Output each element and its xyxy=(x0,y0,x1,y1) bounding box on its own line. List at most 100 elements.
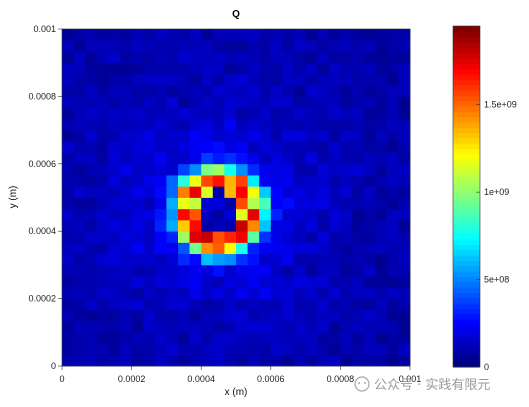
heatmap-cell xyxy=(270,163,283,176)
heatmap-cell xyxy=(224,163,237,176)
chart-title: Q xyxy=(232,9,240,20)
heatmap-cell xyxy=(386,219,399,232)
colorbar-swatch xyxy=(453,137,480,144)
heatmap-cell xyxy=(282,51,295,64)
heatmap-cell xyxy=(62,354,74,367)
heatmap-cell xyxy=(62,73,74,86)
heatmap-cell xyxy=(120,141,132,153)
heatmap-cell xyxy=(317,321,330,333)
heatmap-cell xyxy=(154,163,167,176)
heatmap-cell xyxy=(294,40,306,52)
heatmap-cell xyxy=(398,40,411,52)
heatmap-cell xyxy=(375,73,388,86)
heatmap-cell xyxy=(375,96,388,109)
heatmap-cell xyxy=(96,175,109,187)
heatmap-cell xyxy=(178,298,190,311)
heatmap-cell xyxy=(352,231,364,243)
heatmap-cell xyxy=(340,29,353,41)
colorbar-swatch xyxy=(453,239,480,245)
heatmap-cell xyxy=(143,40,156,52)
heatmap-cell xyxy=(201,62,214,75)
heatmap-cell xyxy=(328,130,341,142)
heatmap-cell xyxy=(96,40,109,52)
heatmap-cell xyxy=(317,107,330,120)
heatmap-cell xyxy=(340,253,353,266)
heatmap-cell xyxy=(201,152,214,165)
heatmap-cell xyxy=(212,197,225,210)
heatmap-cell xyxy=(270,298,283,311)
heatmap-cell xyxy=(294,130,306,142)
heatmap-cell xyxy=(166,186,179,198)
heatmap-cell xyxy=(166,219,179,232)
heatmap-cell xyxy=(328,51,341,64)
heatmap-cell xyxy=(108,163,121,176)
heatmap-cell xyxy=(212,343,225,356)
heatmap-cell xyxy=(340,163,353,176)
heatmap-cell xyxy=(363,62,376,75)
heatmap-cell xyxy=(224,85,237,97)
colorbar-swatch xyxy=(453,57,480,64)
heatmap-cell xyxy=(85,264,98,277)
heatmap-cell xyxy=(120,51,132,64)
heatmap-cell xyxy=(131,231,144,243)
heatmap-cell xyxy=(201,118,214,131)
heatmap-cell xyxy=(96,152,109,165)
heatmap-cell xyxy=(189,264,202,277)
heatmap-cell xyxy=(108,343,121,356)
heatmap-cell xyxy=(96,253,109,266)
heatmap-cell xyxy=(363,219,376,232)
colorbar-swatch xyxy=(453,100,480,107)
heatmap-cell xyxy=(340,130,353,142)
heatmap-cell xyxy=(212,152,225,165)
heatmap-cell xyxy=(398,276,411,288)
heatmap-cell xyxy=(363,29,376,41)
heatmap-cell xyxy=(108,85,121,97)
heatmap-cell xyxy=(247,231,260,243)
heatmap-cell xyxy=(282,96,295,109)
heatmap-cell xyxy=(120,40,132,52)
heatmap-cell xyxy=(282,141,295,153)
heatmap-cell xyxy=(62,242,74,255)
heatmap-cell xyxy=(386,332,399,344)
heatmap-cell xyxy=(270,287,283,299)
heatmap-cell xyxy=(212,276,225,288)
heatmap-cell xyxy=(352,163,364,176)
heatmap-cell xyxy=(154,141,167,153)
heatmap-cell xyxy=(352,130,364,142)
heatmap-cell xyxy=(224,175,237,187)
heatmap-cell xyxy=(305,141,318,153)
heatmap-cell xyxy=(398,208,411,221)
heatmap-cell xyxy=(398,152,411,165)
heatmap-cell xyxy=(294,197,306,210)
heatmap-cell xyxy=(270,186,283,198)
colorbar-swatch xyxy=(453,111,480,118)
heatmap-cell xyxy=(143,231,156,243)
heatmap-cell xyxy=(247,242,260,255)
heatmap-cell xyxy=(259,276,272,288)
heatmap-cell xyxy=(375,29,388,41)
heatmap-cell xyxy=(166,175,179,187)
heatmap-cell xyxy=(247,85,260,97)
heatmap-cell xyxy=(143,130,156,142)
heatmap-cell xyxy=(247,276,260,288)
heatmap-cell xyxy=(166,264,179,277)
colorbar-swatch xyxy=(453,249,480,256)
heatmap-cell xyxy=(386,298,399,311)
heatmap-cell xyxy=(96,118,109,131)
heatmap-cell xyxy=(259,141,272,153)
heatmap-cell xyxy=(294,264,306,277)
heatmap-cell xyxy=(96,219,109,232)
heatmap-cell xyxy=(236,175,248,187)
heatmap-cell xyxy=(108,332,121,344)
heatmap-cell xyxy=(62,208,74,221)
heatmap-cell xyxy=(189,85,202,97)
heatmap-cell xyxy=(352,287,364,299)
heatmap-cell xyxy=(398,242,411,255)
heatmap-cell xyxy=(236,242,248,255)
heatmap-cell xyxy=(259,85,272,97)
heatmap-cell xyxy=(375,242,388,255)
heatmap-cell xyxy=(375,332,388,344)
colorbar-axis: 0 5e+08 1e+09 1.5e+09 xyxy=(476,100,517,372)
heatmap-cell xyxy=(386,40,399,52)
heatmap-cell xyxy=(328,40,341,52)
